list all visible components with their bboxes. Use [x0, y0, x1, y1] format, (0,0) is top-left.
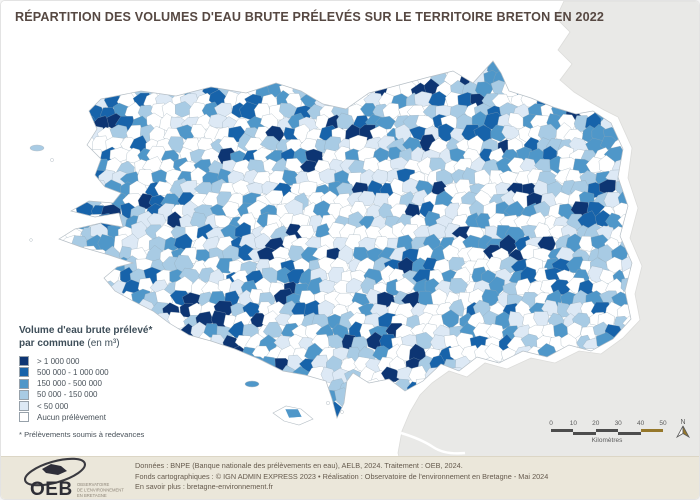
north-label-glyph: N [680, 419, 685, 426]
legend-swatch [19, 412, 29, 423]
legend-swatch [19, 356, 29, 367]
scale-bar-segments [551, 429, 663, 435]
scale-tick: 10 [569, 420, 578, 427]
map-legend: Volume d'eau brute prélevé* par commune … [19, 325, 194, 423]
logo-caption-3: EN BRETAGNE [77, 493, 107, 498]
legend-title-line2: par commune [19, 337, 85, 349]
scale-tick: 50 [659, 420, 667, 427]
scale-bar-unit: Kilomètres [591, 437, 623, 444]
source-line-2: Fonds cartographiques : © IGN ADMIN EXPR… [135, 471, 549, 481]
ouessant-island [29, 144, 45, 152]
logo-ellipse [24, 457, 86, 487]
legend-item: Aucun prélèvement [19, 412, 194, 423]
legend-swatch [19, 401, 29, 412]
source-line-1: Données : BNPE (Banque nationale des pré… [135, 461, 463, 470]
scale-tick: 30 [614, 420, 622, 427]
neighbor-regions [397, 1, 699, 499]
data-sources: Données : BNPE (Banque nationale des pré… [135, 461, 548, 493]
source-line-3: En savoir plus : bretagne-environnement.… [135, 482, 273, 492]
logo-caption-2: DE L'ENVIRONNEMENT [77, 488, 124, 493]
molene-island [50, 158, 54, 162]
scale-bar: 0 10 20 30 40 50 Kilomètres [549, 420, 667, 444]
scale-tick: 20 [592, 420, 600, 427]
sein-island [29, 238, 33, 242]
legend-footnote: * Prélèvements soumis à redevances [19, 430, 145, 439]
legend-item: 50 000 - 150 000 [19, 389, 194, 401]
legend-title-line1: Volume d'eau brute prélevé* [19, 325, 153, 336]
legend-swatch [19, 367, 29, 378]
legend-item: 500 000 - 1 000 000 [19, 367, 194, 378]
legend-item: 150 000 - 500 000 [19, 378, 194, 389]
vilaine-estuary [400, 431, 466, 455]
legend-item: > 1 000 000 [19, 356, 194, 367]
scale-bar-labels: 0 10 20 30 40 50 [549, 420, 667, 428]
legend-unit: (en m³) [87, 337, 120, 349]
logo-oeb-text: OEB [30, 479, 73, 499]
north-arrow-left-half [675, 425, 684, 439]
scale-tick: 40 [636, 420, 645, 427]
scale-tick: 0 [549, 420, 553, 427]
legend-item: < 50 000 [19, 401, 194, 412]
legend-items: > 1 000 000 500 000 - 1 000 000 150 000 … [19, 356, 194, 423]
belle-ile-commune [284, 408, 303, 419]
brittany-coastline [58, 60, 633, 420]
north-arrow: N [674, 417, 692, 444]
page-title: RÉPARTITION DES VOLUMES D'EAU BRUTE PRÉL… [15, 10, 605, 24]
commune-mosaic [59, 61, 632, 418]
logo-caption-1: OBSERVATOIRE [77, 482, 109, 487]
legend-title: Volume d'eau brute prélevé* par commune … [19, 325, 194, 350]
oeb-logo: OEB OBSERVATOIRE DE L'ENVIRONNEMENT EN BRET… [15, 457, 127, 499]
legend-swatch [19, 389, 29, 400]
north-arrow-right-half [682, 425, 691, 439]
footer-band: OEB OBSERVATOIRE DE L'ENVIRONNEMENT EN BRET… [1, 456, 699, 499]
hoedic-island [340, 410, 344, 414]
logo-brittany-shape [42, 464, 67, 475]
houat-island [326, 401, 330, 405]
legend-swatch [19, 378, 29, 389]
groix-island [244, 380, 260, 388]
